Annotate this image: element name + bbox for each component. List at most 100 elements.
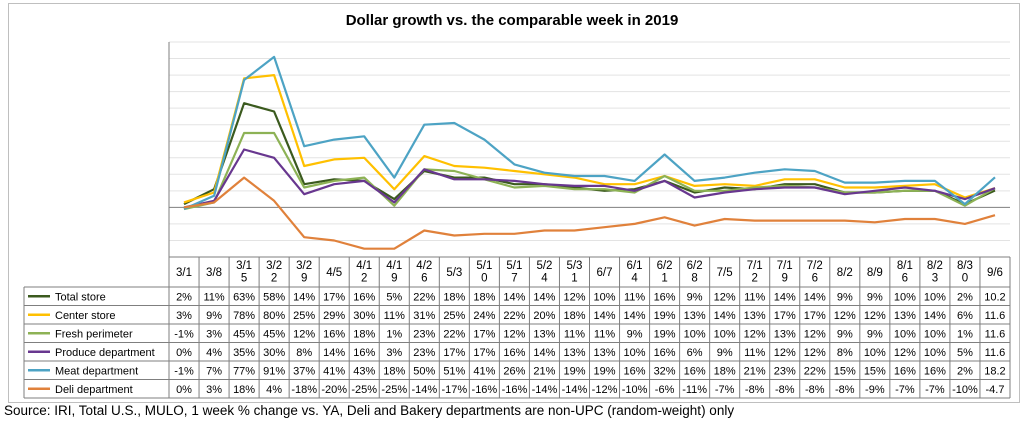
- x-tick-label: 6/2: [657, 260, 673, 272]
- data-cell: 9%: [206, 310, 222, 322]
- legend-label-produce-department: Produce department: [55, 347, 155, 359]
- data-cell: 19%: [594, 365, 616, 377]
- data-cell: -8%: [775, 384, 795, 396]
- x-tick-label: 3/2: [266, 260, 282, 272]
- data-cell: 9%: [627, 328, 643, 340]
- x-tick-label: 9/6: [987, 267, 1003, 279]
- x-tick-label: 6: [902, 273, 908, 285]
- data-cell: 23%: [413, 328, 435, 340]
- data-cell: 41%: [323, 365, 345, 377]
- data-cell: -11%: [682, 384, 707, 396]
- data-cell: 11%: [564, 328, 585, 340]
- data-cell: -10%: [952, 384, 978, 396]
- data-cell: 58%: [263, 291, 285, 303]
- data-cell: -8%: [805, 384, 825, 396]
- chart-frame: [8, 3, 1020, 403]
- x-tick-label: 4: [541, 273, 548, 285]
- data-cell: 12%: [774, 347, 796, 359]
- data-cell: 18%: [353, 328, 375, 340]
- data-cell: -4.7: [985, 384, 1004, 396]
- data-cell: 11%: [624, 291, 645, 303]
- data-cell: 21%: [533, 365, 555, 377]
- data-cell: 1%: [386, 328, 402, 340]
- data-cell: 17%: [473, 328, 495, 340]
- data-cell: 10%: [624, 347, 646, 359]
- data-cell: 17%: [323, 291, 345, 303]
- data-cell: 25%: [443, 310, 465, 322]
- data-cell: 37%: [293, 365, 315, 377]
- x-tick-label: 6/1: [627, 260, 643, 272]
- legend-label-total-store: Total store: [55, 291, 106, 303]
- data-cell: -14%: [532, 384, 558, 396]
- x-tick-label: 6/2: [687, 260, 703, 272]
- data-cell: 11%: [744, 291, 765, 303]
- series-line-produce-department: [183, 148, 996, 209]
- data-cell: 19%: [654, 310, 676, 322]
- x-tick-label: 9: [391, 273, 397, 285]
- data-cell: 12%: [744, 328, 766, 340]
- data-cell: 16%: [353, 291, 375, 303]
- x-tick-label: 2: [751, 273, 757, 285]
- x-tick-label: 9: [782, 273, 788, 285]
- data-cell: 15%: [834, 365, 856, 377]
- data-cell: -25%: [381, 384, 407, 396]
- data-cell: 24%: [473, 310, 495, 322]
- data-cell: 14%: [503, 291, 525, 303]
- x-tick-label: 5/2: [536, 260, 552, 272]
- data-cell: 12%: [834, 310, 856, 322]
- data-cell: 8%: [837, 347, 853, 359]
- data-cell: 3%: [206, 328, 222, 340]
- data-cell: 0%: [176, 384, 192, 396]
- data-cell: -17%: [441, 384, 467, 396]
- data-cell: -14%: [562, 384, 588, 396]
- legend-label-deli-department: Deli department: [55, 384, 133, 396]
- data-cell: 6%: [687, 347, 703, 359]
- x-tick-label: 5/3: [446, 267, 462, 279]
- data-cell: 11.6: [985, 328, 1006, 340]
- data-cell: 26%: [503, 365, 525, 377]
- data-cell: 14%: [774, 291, 796, 303]
- data-cell: 17%: [774, 310, 796, 322]
- data-cell: 22%: [804, 365, 826, 377]
- chart-title: Dollar growth vs. the comparable week in…: [345, 12, 679, 29]
- data-cell: -14%: [411, 384, 437, 396]
- data-cell: 14%: [714, 310, 736, 322]
- data-cell: 23%: [413, 347, 435, 359]
- data-cell: 80%: [263, 310, 285, 322]
- data-cell: 4%: [206, 347, 222, 359]
- data-cell: -8%: [835, 384, 855, 396]
- data-cell: 12%: [714, 291, 736, 303]
- x-tick-label: 5/1: [476, 260, 492, 272]
- data-cell: 11%: [203, 291, 224, 303]
- data-cell: 16%: [323, 328, 345, 340]
- data-cell: 13%: [563, 347, 585, 359]
- data-cell: 10%: [714, 328, 736, 340]
- data-cell: 18%: [383, 365, 405, 377]
- data-cell: 3%: [206, 384, 222, 396]
- data-cell: 16%: [503, 347, 525, 359]
- x-tick-label: 4/5: [326, 267, 342, 279]
- data-cell: 2%: [957, 365, 973, 377]
- data-cell: 21%: [744, 365, 766, 377]
- data-cell: 14%: [924, 310, 946, 322]
- data-cell: 10.2: [984, 291, 1005, 303]
- data-cell: 77%: [233, 365, 255, 377]
- x-tick-label: 8: [691, 273, 697, 285]
- data-cell: 22%: [443, 328, 465, 340]
- data-cell: 10%: [924, 291, 946, 303]
- x-tick-label: 3/8: [206, 267, 222, 279]
- data-cell: 41%: [473, 365, 495, 377]
- x-tick-label: 6: [812, 273, 818, 285]
- data-cell: 16%: [684, 365, 706, 377]
- data-cell: 0%: [176, 347, 192, 359]
- data-cell: 17%: [804, 310, 826, 322]
- data-cell: 12%: [503, 328, 525, 340]
- data-cell: 16%: [654, 291, 676, 303]
- data-cell: 45%: [233, 328, 255, 340]
- legend-label-center-store: Center store: [55, 310, 116, 322]
- data-cell: 14%: [594, 310, 616, 322]
- data-cell: 11%: [384, 310, 405, 322]
- x-tick-label: 8/3: [957, 260, 973, 272]
- data-cell: 29%: [323, 310, 345, 322]
